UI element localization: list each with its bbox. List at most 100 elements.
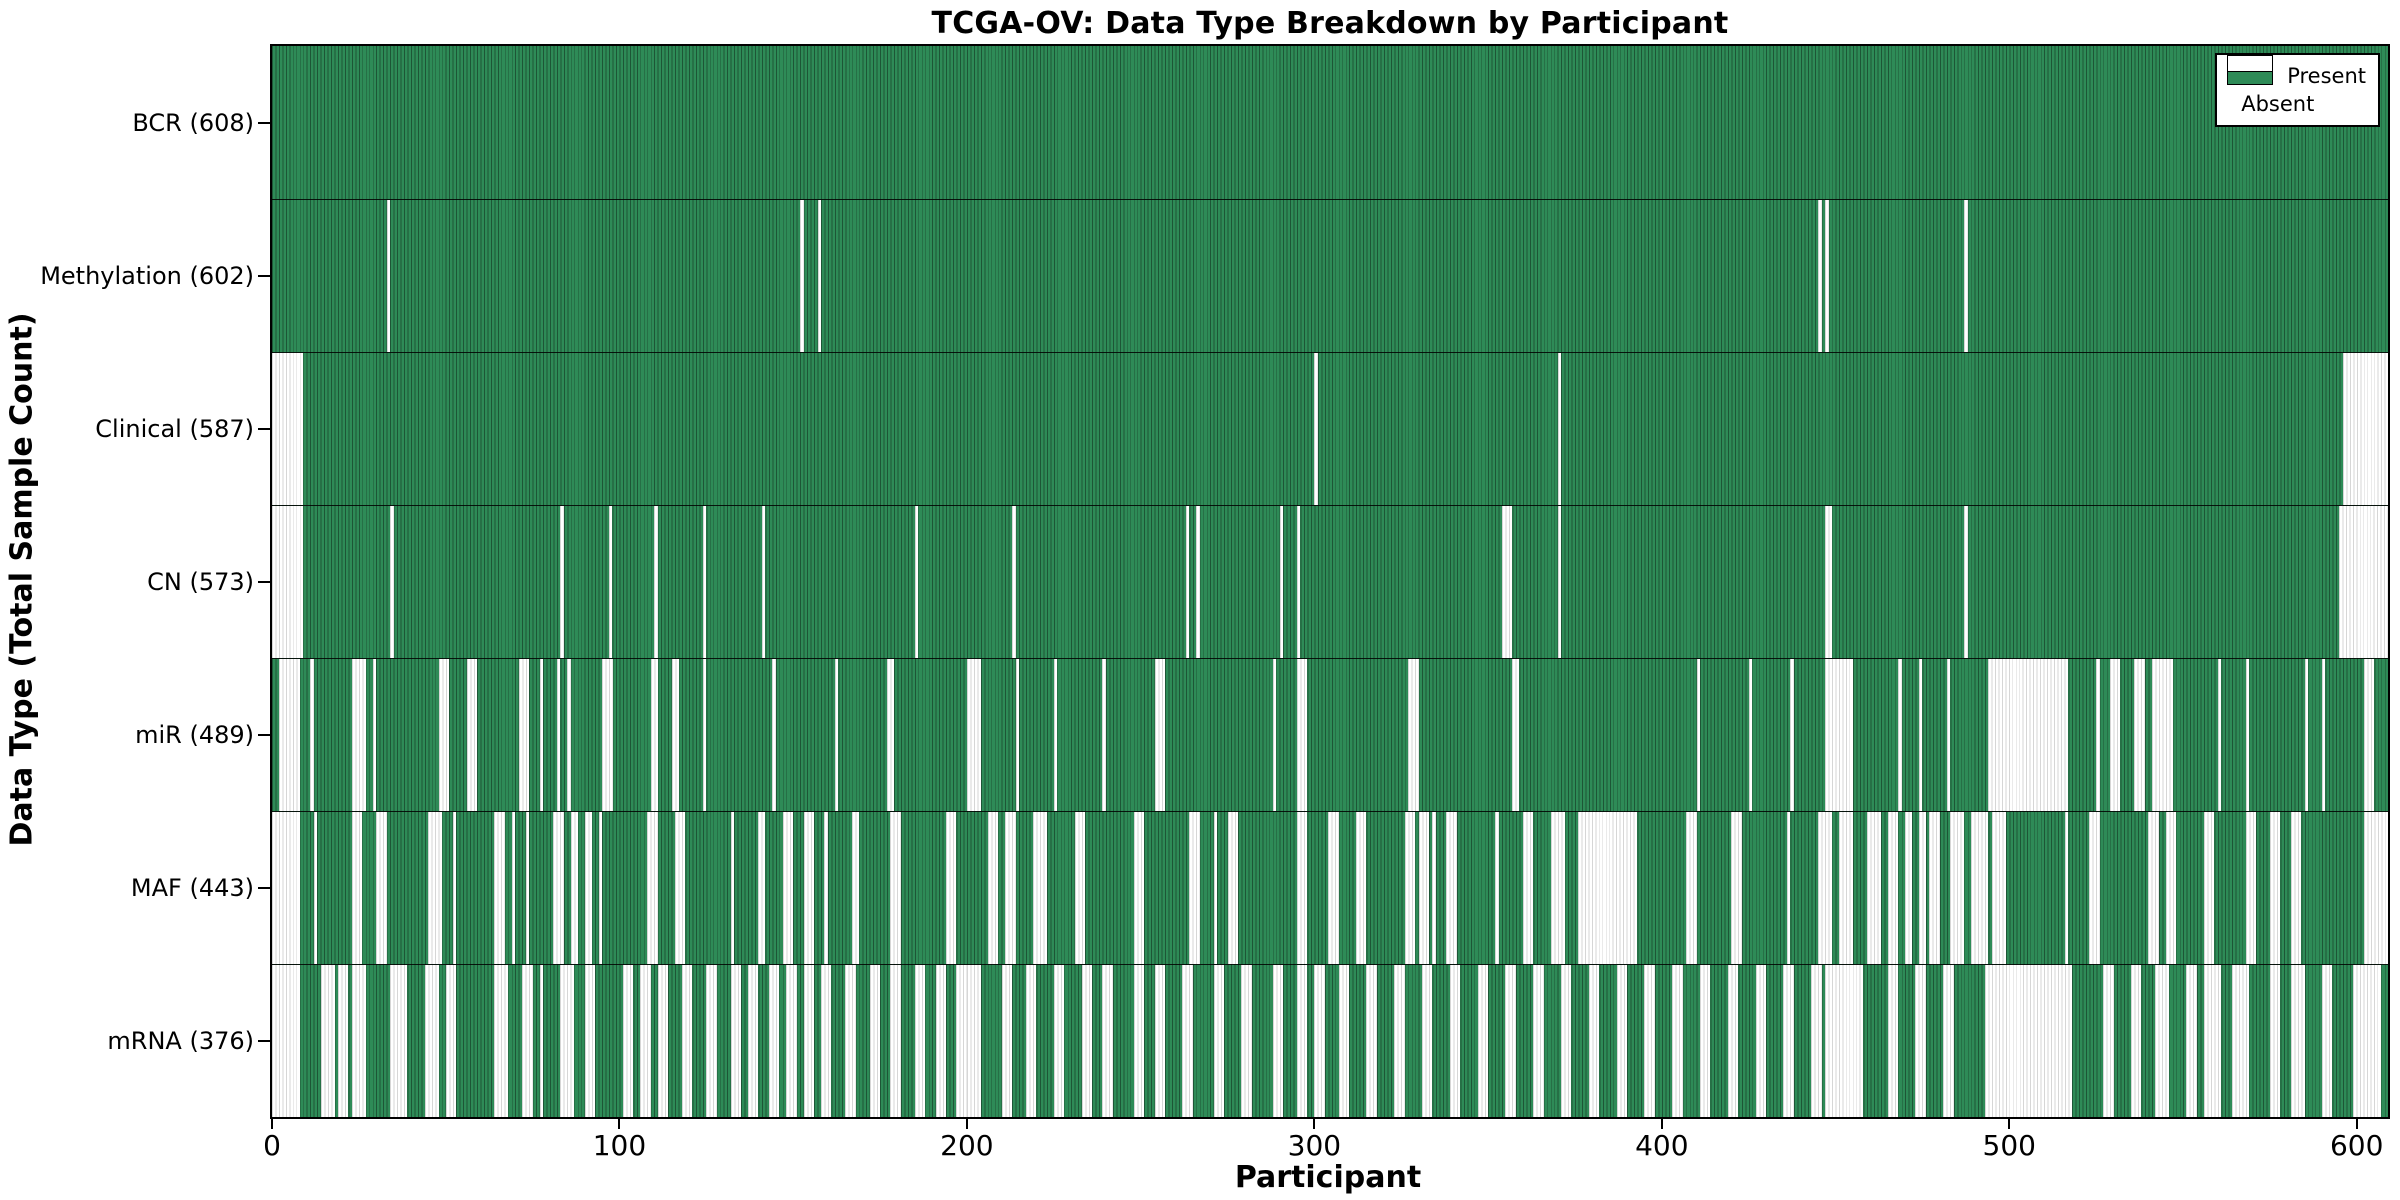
absent-block [2342, 353, 2388, 505]
xtick-label-400: 400 [1635, 1129, 1689, 1162]
absent-block [1154, 659, 1165, 811]
absent-block [1783, 965, 1794, 1117]
absent-block [1991, 812, 2006, 964]
absent-block [1356, 812, 1367, 964]
absent-block [598, 812, 603, 964]
xtick-mark [965, 1119, 968, 1129]
absent-block [1314, 965, 1325, 1117]
absent-block [1213, 965, 1225, 1117]
xtick-mark [2355, 1119, 2358, 1129]
absent-block [2148, 812, 2159, 964]
row-maf [272, 811, 2388, 964]
absent-block [1102, 965, 1113, 1117]
absent-block [1133, 965, 1145, 1117]
absent-block [1887, 965, 1899, 1117]
absent-block [1408, 659, 1419, 811]
absent-block [310, 659, 314, 811]
absent-block [956, 965, 967, 1117]
absent-block [372, 659, 377, 811]
absent-block [584, 812, 592, 964]
absent-block [2304, 659, 2309, 811]
xtick-label-0: 0 [263, 1129, 281, 1162]
absent-block [2245, 812, 2256, 964]
absent-block [1102, 659, 1106, 811]
absent-block [914, 965, 926, 1117]
absent-block [2245, 659, 2249, 811]
absent-block [1432, 812, 1436, 964]
ytick-label-cn: CN (573) [147, 567, 254, 596]
absent-block [1964, 200, 1968, 352]
absent-block [1272, 965, 1284, 1117]
absent-block [1918, 659, 1923, 811]
absent-block [1644, 965, 1655, 1117]
absent-block [761, 506, 766, 658]
absent-block [1988, 659, 2069, 811]
absent-block [390, 506, 394, 658]
absent-block [2231, 965, 2249, 1117]
absent-block [1418, 812, 1430, 964]
xtick-label-600: 600 [2329, 1129, 2384, 1162]
absent-block [890, 812, 901, 964]
absent-block [2103, 965, 2114, 1117]
absent-block [1279, 506, 1284, 658]
absent-block [1185, 506, 1190, 658]
absent-block [654, 506, 658, 658]
absent-block [278, 659, 300, 811]
absent-block [786, 965, 797, 1117]
absent-block [1943, 965, 1954, 1117]
xtick-label-500: 500 [1982, 1129, 2036, 1162]
absent-block [351, 965, 366, 1117]
absent-block [845, 965, 856, 1117]
absent-block [556, 659, 561, 811]
absent-block [1182, 965, 1193, 1117]
absent-block [2134, 659, 2145, 811]
absent-block [466, 659, 477, 811]
absent-block [914, 506, 919, 658]
absent-block [1495, 812, 1499, 964]
absent-block [803, 965, 815, 1117]
absent-block [2203, 812, 2215, 964]
absent-block [758, 812, 766, 964]
absent-block [570, 812, 578, 964]
absent-block [671, 659, 679, 811]
row-mrna [272, 964, 2388, 1117]
absent-block [525, 812, 530, 964]
absent-block [1227, 812, 1238, 964]
absent-block [803, 812, 815, 964]
present-label: Present [2287, 64, 2366, 88]
absent-block [1825, 506, 1833, 658]
absent-block [1272, 659, 1277, 811]
absent-block [428, 812, 443, 964]
absent-block [782, 812, 794, 964]
absent-block [424, 965, 439, 1117]
absent-block [1366, 965, 1377, 1117]
absent-block [2290, 965, 2305, 1117]
absent-block [2155, 965, 2170, 1117]
absent-block [1964, 506, 1968, 658]
absent-block [702, 506, 707, 658]
absent-block [1015, 659, 1020, 811]
row-mir [272, 658, 2388, 811]
absent-block [1213, 812, 1218, 964]
xtick-mark [618, 1119, 621, 1129]
absent-block [2130, 965, 2142, 1117]
absent-block [1557, 506, 1562, 658]
absent-block [2064, 812, 2069, 964]
absent-block [1025, 965, 1037, 1117]
absent-block [1314, 353, 1318, 505]
absent-block [1748, 659, 1753, 811]
absent-block [438, 659, 450, 811]
absent-block [1550, 812, 1565, 964]
absent-block [622, 965, 634, 1117]
absent-block [1818, 812, 1833, 964]
absent-block [1811, 965, 1822, 1117]
absent-block [1053, 659, 1058, 811]
absent-block [351, 812, 363, 964]
absent-block [730, 965, 742, 1117]
absent-block [1449, 965, 1461, 1117]
ytick-mark [258, 1039, 270, 1042]
absent-block [1328, 812, 1339, 964]
absent-block [2096, 659, 2100, 811]
absent-block [772, 659, 776, 811]
